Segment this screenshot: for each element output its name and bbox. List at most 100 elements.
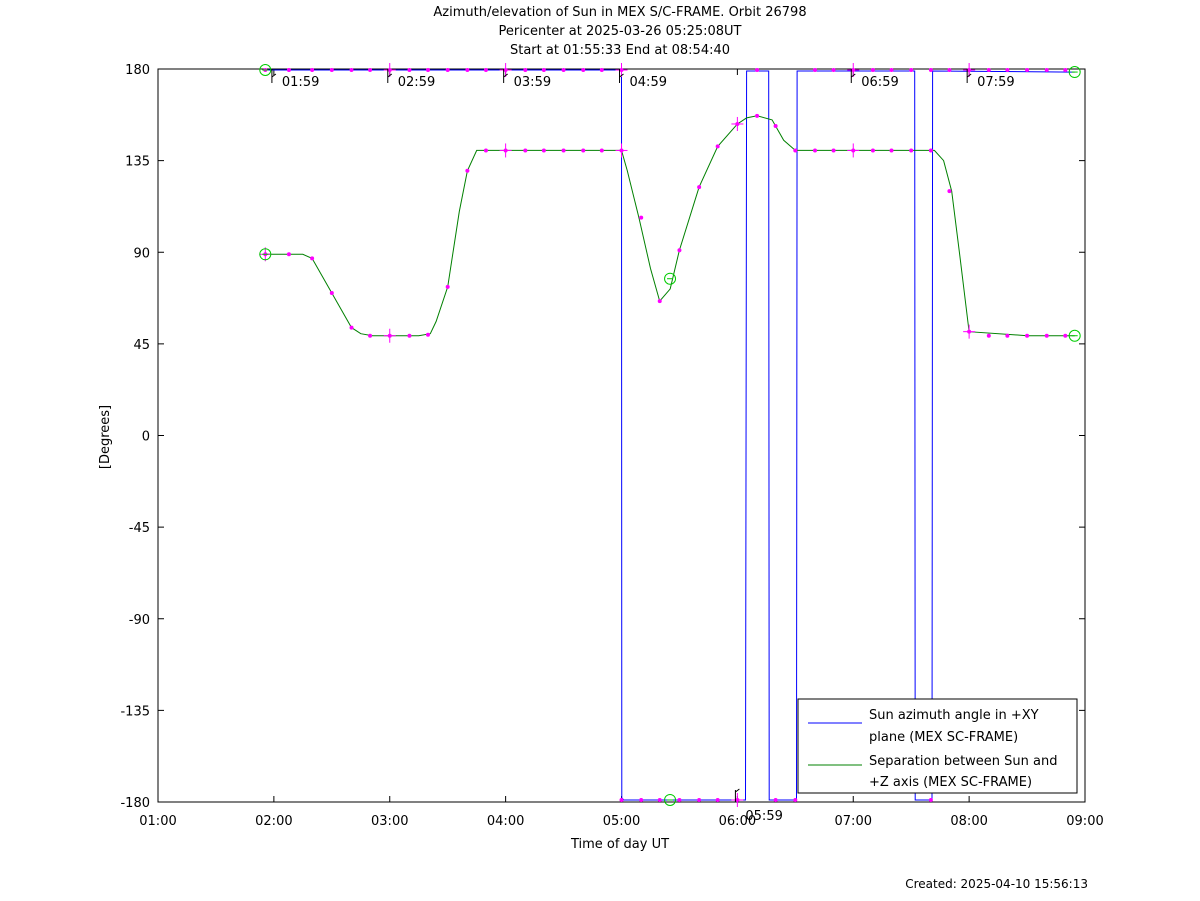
data-marker (657, 797, 662, 802)
data-marker (561, 68, 566, 73)
data-marker (947, 68, 952, 73)
data-marker (813, 68, 818, 73)
data-marker (755, 113, 760, 118)
data-marker (677, 248, 682, 253)
data-marker (1044, 333, 1049, 338)
data-marker (523, 68, 528, 73)
data-marker (657, 299, 662, 304)
data-marker (445, 284, 450, 289)
data-marker (581, 148, 586, 153)
x-tick-label: 08:00 (950, 814, 987, 829)
data-marker (1063, 333, 1068, 338)
hour-marker-flag (966, 73, 972, 78)
data-marker (928, 797, 933, 802)
y-tick-label: -45 (129, 521, 150, 536)
data-marker (425, 68, 430, 73)
data-marker (349, 325, 354, 330)
x-tick-label: 05:00 (603, 814, 640, 829)
data-marker (619, 797, 624, 802)
hour-marker-label: 06:59 (861, 75, 898, 90)
y-tick-label: 45 (133, 338, 150, 353)
data-marker (368, 68, 373, 73)
data-marker (561, 148, 566, 153)
y-tick-label: -90 (129, 613, 150, 628)
y-tick-label: -180 (120, 796, 150, 811)
data-marker (755, 68, 760, 73)
legend-label-azimuth-line1: Sun azimuth angle in +XY (869, 708, 1039, 723)
data-marker (831, 148, 836, 153)
data-marker (870, 148, 875, 153)
data-marker (599, 148, 604, 153)
data-marker (1005, 68, 1010, 73)
data-marker (986, 333, 991, 338)
hour-marker-label: 01:59 (282, 75, 319, 90)
data-marker (1025, 333, 1030, 338)
legend-label-separation-line1: Separation between Sun and (869, 754, 1057, 769)
y-tick-label: -135 (120, 704, 150, 719)
data-marker (541, 68, 546, 73)
hour-marker-label: 07:59 (977, 75, 1014, 90)
data-marker (407, 68, 412, 73)
hour-marker-label: 02:59 (398, 75, 435, 90)
data-marker (639, 797, 644, 802)
data-marker (465, 68, 470, 73)
data-marker (813, 148, 818, 153)
y-tick-label: 135 (125, 155, 150, 170)
data-marker (697, 797, 702, 802)
data-marker (310, 68, 315, 73)
data-marker (286, 252, 291, 257)
data-marker (715, 797, 720, 802)
start-end-circle (664, 793, 677, 806)
series-line-1 (265, 115, 1075, 337)
hour-marker-flag (503, 73, 508, 78)
data-marker (947, 189, 952, 194)
data-marker (483, 148, 488, 153)
data-marker (407, 333, 412, 338)
data-marker (368, 333, 373, 338)
data-marker (928, 68, 933, 73)
x-axis-label: Time of day UT (570, 837, 669, 852)
data-marker (986, 68, 991, 73)
y-tick-label: 90 (133, 246, 150, 261)
start-end-circle (1068, 66, 1081, 79)
y-tick-label: 0 (142, 430, 150, 445)
data-marker (909, 68, 914, 73)
data-marker (329, 290, 334, 295)
data-marker (523, 148, 528, 153)
data-marker (445, 68, 450, 73)
x-tick-label: 04:00 (487, 814, 524, 829)
data-marker (909, 148, 914, 153)
hour-marker-flag (735, 788, 740, 793)
data-marker (793, 148, 798, 153)
data-marker (697, 185, 702, 190)
data-marker (1063, 68, 1068, 73)
data-marker (329, 68, 334, 73)
hour-marker-flag (850, 73, 856, 78)
data-marker (425, 332, 430, 337)
data-marker (773, 797, 778, 802)
x-tick-label: 03:00 (371, 814, 408, 829)
hour-marker-flag (387, 73, 393, 78)
created-timestamp: Created: 2025-04-10 15:56:13 (905, 877, 1088, 891)
data-marker (310, 256, 315, 261)
series-line-0 (265, 69, 1075, 801)
data-marker (349, 68, 354, 73)
start-end-circle (664, 272, 677, 285)
data-marker (1044, 68, 1049, 73)
start-end-circle (259, 248, 272, 261)
data-marker (599, 68, 604, 73)
data-marker (677, 797, 682, 802)
data-marker (483, 68, 488, 73)
data-marker (541, 148, 546, 153)
data-marker (715, 144, 720, 149)
chart-title-line2: Pericenter at 2025-03-26 05:25:08UT (498, 24, 742, 39)
chart-title-line1: Azimuth/elevation of Sun in MEX S/C-FRAM… (433, 5, 807, 20)
data-marker (928, 148, 933, 153)
marker-layer: 01:59 02:59 03:59 04:59 05:59 06:59 07:59 (259, 63, 1081, 824)
chart-title-line3: Start at 01:55:33 End at 08:54:40 (509, 43, 731, 58)
data-marker (793, 797, 798, 802)
data-marker (465, 168, 470, 173)
data-marker (889, 148, 894, 153)
legend-box (797, 698, 1078, 794)
